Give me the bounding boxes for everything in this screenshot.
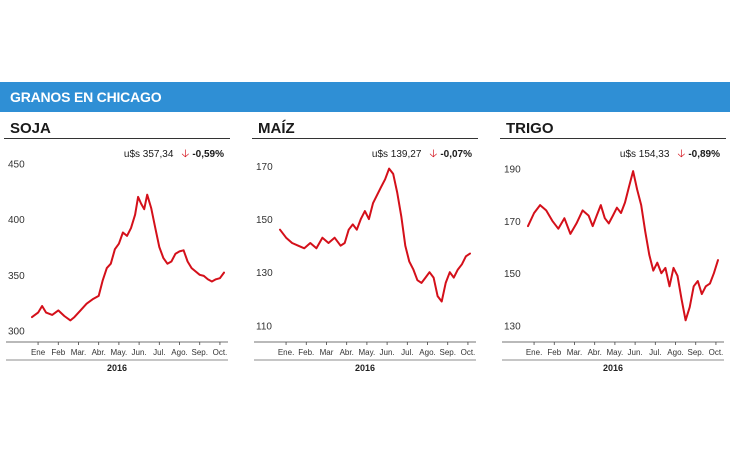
x-tick-label: Jul. bbox=[649, 348, 661, 357]
price-summary: u$s 154,33 🡣 -0,89% bbox=[620, 145, 720, 164]
x-tick-label: Ago. bbox=[419, 348, 435, 357]
y-tick-label: 110 bbox=[256, 321, 272, 332]
x-tick-label: Sep. bbox=[191, 348, 207, 357]
price-label: u$s 139,27 bbox=[371, 149, 422, 160]
x-tick-label: Oct. bbox=[709, 348, 724, 357]
y-tick-label: 130 bbox=[256, 268, 273, 279]
x-tick-label: Sep. bbox=[687, 348, 703, 357]
change-label: -0,89% bbox=[688, 149, 720, 160]
x-tick-label: Feb. bbox=[298, 348, 314, 357]
x-tick-label: Ago. bbox=[667, 348, 683, 357]
year-label: 2016 bbox=[355, 363, 375, 373]
y-tick-label: 450 bbox=[8, 160, 25, 171]
y-tick-label: 150 bbox=[256, 215, 273, 226]
y-tick-label: 190 bbox=[504, 164, 521, 175]
price-label: u$s 154,33 bbox=[619, 149, 670, 160]
x-tick-label: Jul. bbox=[401, 348, 413, 357]
y-tick-label: 400 bbox=[8, 215, 25, 226]
x-tick-label: May. bbox=[111, 348, 128, 357]
x-tick-label: Ene. bbox=[526, 348, 542, 357]
x-tick-label: Ene bbox=[31, 348, 46, 357]
y-tick-label: 170 bbox=[256, 162, 273, 173]
x-tick-label: Mar. bbox=[71, 348, 87, 357]
change-label: -0,59% bbox=[192, 149, 224, 160]
line-chart-trigo: 130 150 170 190 Ene. Feb Mar. Abr. May. Jun. Jul. A… bbox=[502, 164, 724, 373]
price-series-line bbox=[527, 170, 719, 322]
price-series-line bbox=[279, 167, 471, 303]
year-label: 2016 bbox=[603, 363, 623, 373]
chart-panel-soja: SOJA u$s 357,34 🡣 -0,59% 300 350 400 450 Ene Fe… bbox=[4, 114, 230, 384]
price-label: u$s 357,34 bbox=[123, 149, 174, 160]
title-divider bbox=[4, 138, 230, 139]
change-label: -0,07% bbox=[440, 149, 472, 160]
x-tick-label: Mar. bbox=[567, 348, 583, 357]
price-summary: u$s 139,27 🡣 -0,07% bbox=[372, 145, 472, 164]
x-tick-label: Oct. bbox=[213, 348, 228, 357]
y-tick-label: 130 bbox=[504, 322, 521, 333]
line-chart-soja: 300 350 400 450 Ene Feb Mar. Abr. May. Jun. Jul. Ag… bbox=[6, 160, 228, 373]
x-tick-label: Abr. bbox=[588, 348, 602, 357]
y-tick-label: 350 bbox=[8, 271, 25, 282]
header-banner: GRANOS EN CHICAGO bbox=[0, 82, 730, 112]
price-summary: u$s 357,34 🡣 -0,59% bbox=[124, 145, 224, 164]
x-tick-label: Jun. bbox=[132, 348, 147, 357]
arrow-down-icon: 🡣 bbox=[677, 148, 686, 160]
x-tick-label: Feb bbox=[547, 348, 561, 357]
x-tick-label: Feb bbox=[51, 348, 65, 357]
chart-panel-maiz: MAÍZ u$s 139,27 🡣 -0,07% 110 130 150 170 Ene. F… bbox=[252, 114, 478, 384]
y-tick-label: 150 bbox=[504, 269, 521, 280]
x-tick-label: Jun. bbox=[380, 348, 395, 357]
title-divider bbox=[500, 138, 726, 139]
x-tick-label: Jul. bbox=[153, 348, 165, 357]
chart-title: TRIGO bbox=[506, 120, 554, 137]
price-series-line bbox=[31, 193, 225, 322]
arrow-down-icon: 🡣 bbox=[181, 148, 190, 160]
page-title: GRANOS EN CHICAGO bbox=[10, 89, 162, 105]
chart-title: MAÍZ bbox=[258, 120, 295, 137]
chart-panel-trigo: TRIGO u$s 154,33 🡣 -0,89% 130 150 170 190 Ene.… bbox=[500, 114, 726, 384]
year-label: 2016 bbox=[107, 363, 127, 373]
x-tick-label: Sep. bbox=[439, 348, 455, 357]
chart-title: SOJA bbox=[10, 120, 51, 137]
x-tick-label: Mar bbox=[320, 348, 334, 357]
x-tick-label: May. bbox=[607, 348, 624, 357]
title-divider bbox=[252, 138, 478, 139]
y-tick-label: 300 bbox=[8, 326, 25, 337]
line-chart-maiz: 110 130 150 170 Ene. Feb. Mar Abr. May. Jun. Jul. A… bbox=[254, 162, 476, 373]
y-tick-label: 170 bbox=[504, 217, 521, 228]
x-tick-label: Abr. bbox=[340, 348, 354, 357]
x-tick-label: May. bbox=[359, 348, 376, 357]
x-tick-label: Abr. bbox=[92, 348, 106, 357]
x-tick-label: Ago. bbox=[171, 348, 187, 357]
x-tick-label: Jun. bbox=[628, 348, 643, 357]
x-tick-label: Ene. bbox=[278, 348, 294, 357]
arrow-down-icon: 🡣 bbox=[429, 148, 438, 160]
x-tick-label: Oct. bbox=[461, 348, 476, 357]
